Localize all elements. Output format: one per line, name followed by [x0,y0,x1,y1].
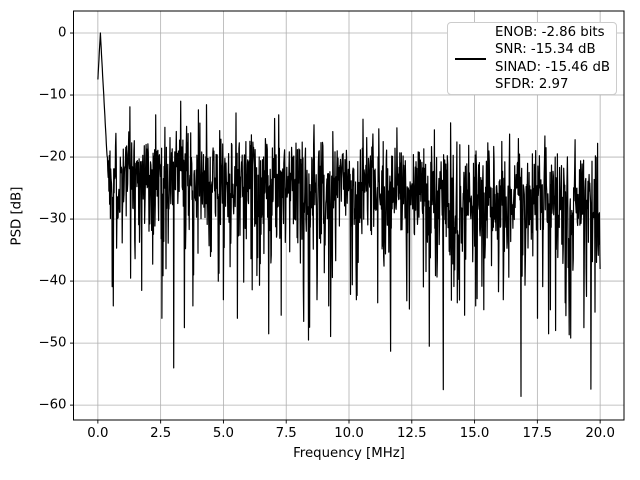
x-tick-label: 12.5 [396,426,427,441]
y-tick-label: −10 [38,87,67,103]
x-tick-label: 0.0 [87,426,109,441]
x-tick-label: 17.5 [522,426,553,441]
y-tick-label: −40 [38,273,67,289]
psd-trace [97,32,601,397]
legend-entry-enob: ENOB: -2.86 bits [495,24,605,40]
legend-entry-sfdr: SFDR: 2.97 [495,76,569,92]
x-tick-label: 7.5 [275,426,297,441]
y-tick-label: 0 [58,25,67,41]
legend-entries: ENOB: -2.86 bits SNR: -15.34 dB SINAD: -… [495,24,610,93]
x-tick-label: 20.0 [585,426,615,441]
legend-line-sample [455,57,486,60]
y-tick-label: −20 [38,149,67,165]
legend-entry-sinad: SINAD: -15.46 dB [495,59,611,75]
axis-ticks [70,32,601,424]
y-axis-label: PSD [dB] [9,186,25,246]
y-tick-label: −30 [38,211,67,227]
x-tick-label: 5.0 [212,426,234,441]
x-tick-label: 10.0 [334,426,364,441]
legend: ENOB: -2.86 bits SNR: -15.34 dB SINAD: -… [447,22,617,95]
legend-entry-snr: SNR: -15.34 dB [495,42,596,58]
y-tick-label: −50 [38,335,67,351]
x-tick-label: 2.5 [150,426,172,441]
x-axis-label: Frequency [MHz] [293,446,405,461]
x-tick-label: 15.0 [459,426,490,441]
y-tick-label: −60 [38,397,67,413]
